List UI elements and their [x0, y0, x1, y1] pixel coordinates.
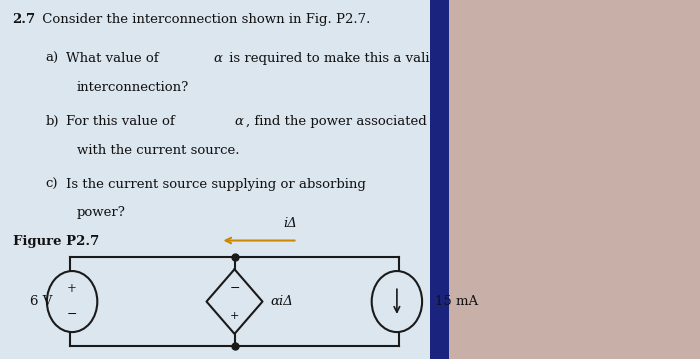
Text: iΔ: iΔ — [284, 218, 298, 230]
Text: +: + — [230, 311, 239, 321]
Bar — [449, 0, 700, 359]
Text: −: − — [67, 308, 78, 321]
Text: For this value of: For this value of — [66, 115, 179, 128]
Text: +: + — [67, 282, 77, 295]
Text: 2.7: 2.7 — [13, 13, 36, 25]
Text: b): b) — [46, 115, 59, 128]
Text: Figure P2.7: Figure P2.7 — [13, 235, 99, 248]
Text: a): a) — [46, 52, 59, 65]
Text: α: α — [214, 52, 223, 65]
Text: , find the power associated: , find the power associated — [246, 115, 427, 128]
Text: αiΔ: αiΔ — [271, 295, 294, 308]
Text: 15 mA: 15 mA — [435, 295, 478, 308]
Text: −: − — [230, 282, 239, 295]
Ellipse shape — [372, 271, 422, 332]
Text: is required to make this a valid: is required to make this a valid — [225, 52, 438, 65]
Text: Is the current source supplying or absorbing: Is the current source supplying or absor… — [66, 178, 366, 191]
Text: Consider the interconnection shown in Fig. P2.7.: Consider the interconnection shown in Fi… — [38, 13, 371, 25]
Ellipse shape — [47, 271, 97, 332]
Text: interconnection?: interconnection? — [77, 81, 189, 94]
Text: c): c) — [46, 178, 58, 191]
Text: What value of: What value of — [66, 52, 163, 65]
Text: 6 V: 6 V — [30, 295, 52, 308]
Text: with the current source.: with the current source. — [77, 144, 239, 157]
Text: power?: power? — [77, 206, 126, 219]
Text: α: α — [234, 115, 244, 128]
Bar — [430, 0, 449, 359]
